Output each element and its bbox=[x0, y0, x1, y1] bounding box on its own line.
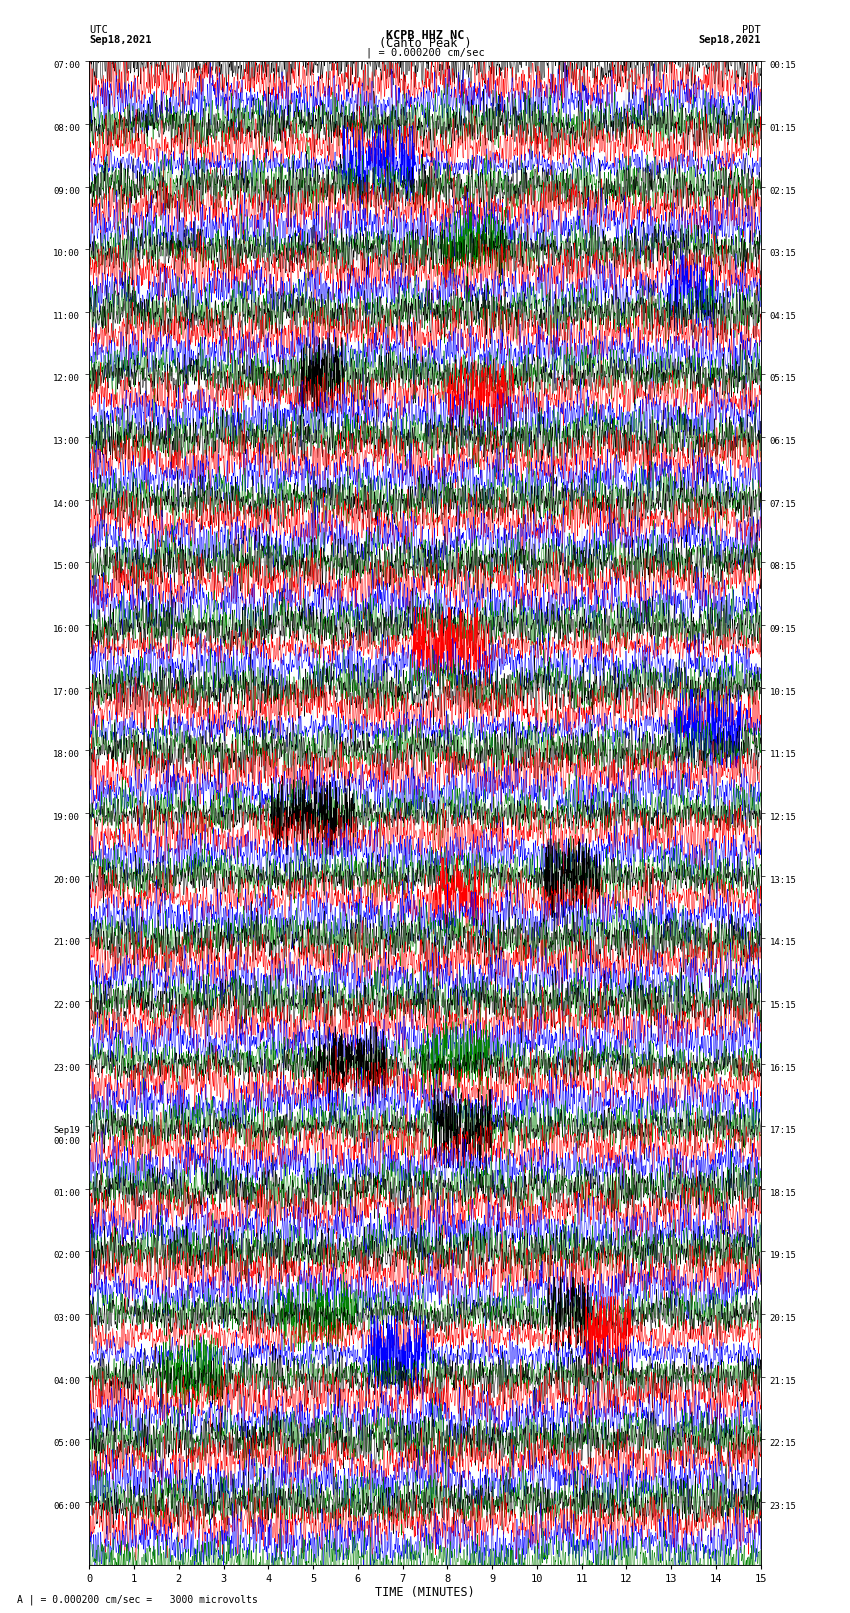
Text: Sep18,2021: Sep18,2021 bbox=[89, 35, 152, 45]
Text: UTC: UTC bbox=[89, 26, 108, 35]
Text: A | = 0.000200 cm/sec =   3000 microvolts: A | = 0.000200 cm/sec = 3000 microvolts bbox=[17, 1594, 258, 1605]
Text: Sep18,2021: Sep18,2021 bbox=[698, 35, 761, 45]
Text: PDT: PDT bbox=[742, 26, 761, 35]
Text: KCPB HHZ NC: KCPB HHZ NC bbox=[386, 29, 464, 42]
Text: (Cahto Peak ): (Cahto Peak ) bbox=[379, 37, 471, 50]
X-axis label: TIME (MINUTES): TIME (MINUTES) bbox=[375, 1587, 475, 1600]
Text: | = 0.000200 cm/sec: | = 0.000200 cm/sec bbox=[366, 47, 484, 58]
